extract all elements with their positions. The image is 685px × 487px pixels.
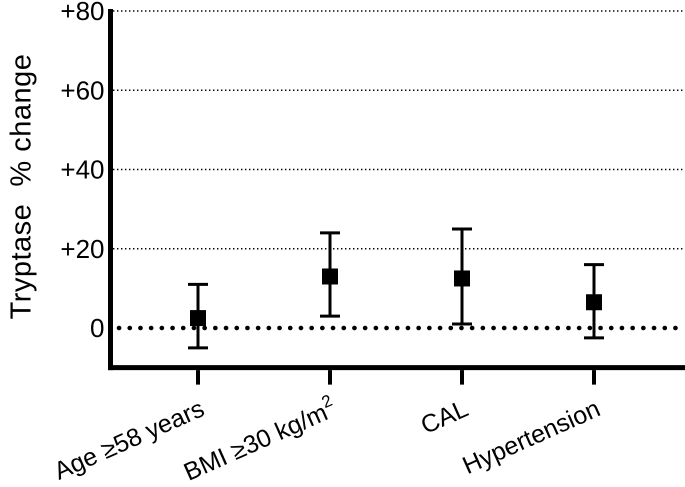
y-tick-label-40: +40 (60, 155, 104, 185)
x-category-label-2: BMI ≥30 kg/m2 (178, 391, 340, 487)
data-point-marker-3 (454, 270, 470, 287)
x-category-label-3: CAL (417, 394, 473, 439)
y-tick-label-20: +20 (60, 234, 104, 264)
y-tick-label-0: 0 (90, 313, 104, 343)
data-point-marker-1 (190, 310, 206, 327)
data-point-marker-2 (322, 268, 338, 285)
y-tick-label-80: +80 (60, 0, 104, 26)
data-point-marker-4 (586, 294, 602, 311)
x-category-label-4: Hypertension (458, 395, 604, 480)
y-tick-label-60: +60 (60, 75, 104, 105)
